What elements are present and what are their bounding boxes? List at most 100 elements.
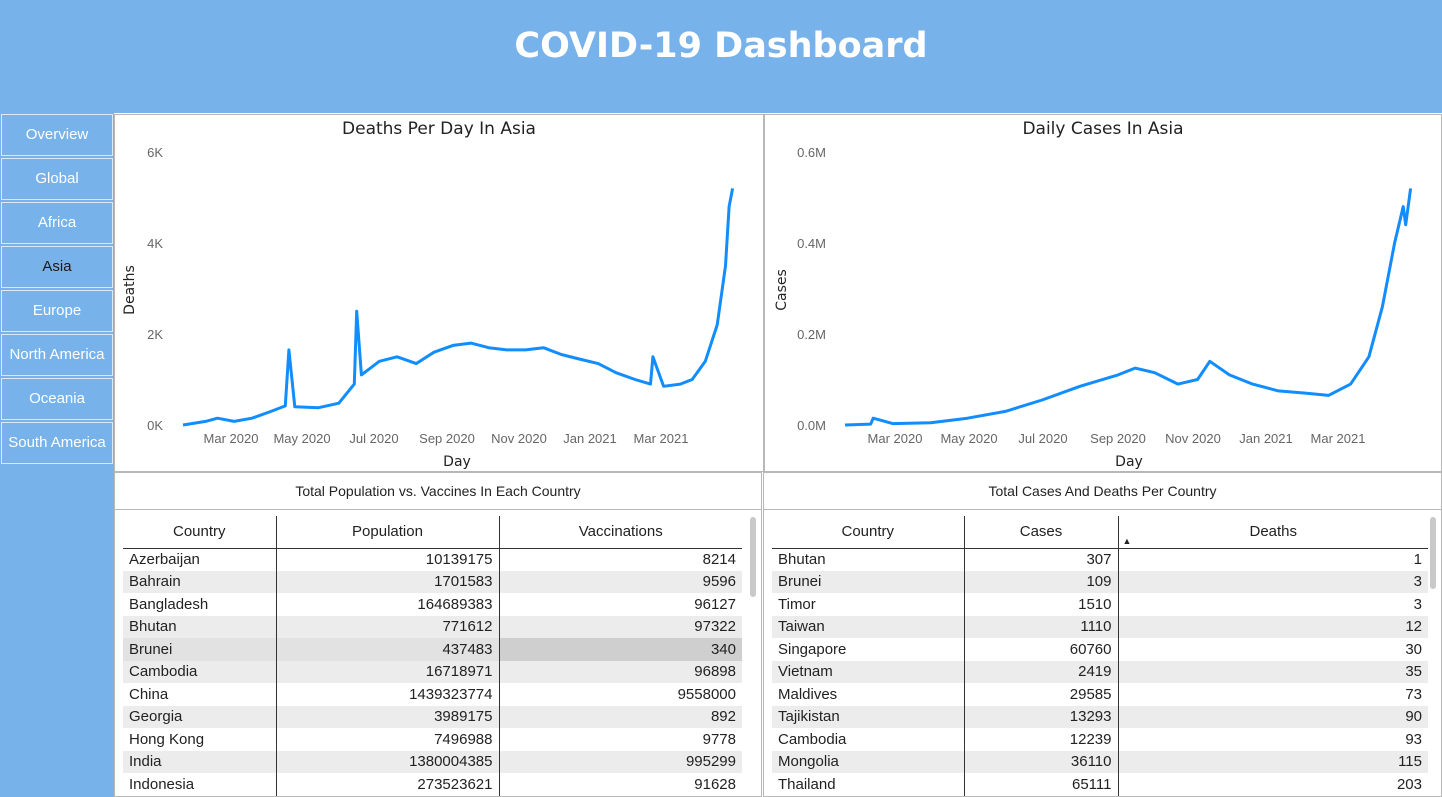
table-row[interactable]: Singapore 60760 30: [772, 638, 1428, 661]
x-tick-label: Jul 2020: [1018, 431, 1067, 446]
table-row[interactable]: Brunei 437483 340: [123, 638, 742, 661]
table-row[interactable]: Cambodia 16718971 96898: [123, 660, 742, 683]
population-cell: 164689383: [276, 593, 500, 616]
population-cell: 1439323774: [276, 683, 500, 706]
table-row[interactable]: Mongolia 36110 115: [772, 750, 1428, 773]
x-axis-title: Day: [443, 454, 471, 470]
x-tick-label: Mar 2021: [1311, 431, 1366, 446]
vaccines-table-panel: Total Population vs. Vaccines In Each Co…: [114, 472, 762, 797]
column-header-country[interactable]: Country: [123, 516, 277, 549]
y-axis-title: Deaths: [122, 265, 138, 315]
deaths-cell: 35: [1118, 660, 1428, 683]
deaths-cell: 203: [1396, 775, 1422, 793]
y-tick-label: 0.4M: [797, 236, 826, 251]
sort-ascending-icon: ▲: [1122, 535, 1132, 546]
x-axis-title: Day: [1115, 454, 1143, 470]
cases-chart[interactable]: 0.6M 0.4M 0.2M 0.0M Mar 2020 May 2020 Ju…: [765, 115, 1441, 471]
country-cell: Bangladesh: [123, 593, 277, 616]
table-row[interactable]: Bangladesh 164689383 96127: [123, 593, 742, 616]
country-cell: Georgia: [123, 705, 277, 728]
column-header-deaths[interactable]: Deaths ▲: [1118, 516, 1428, 549]
vaccines-table: Country Population Vaccinations Azerbaij…: [123, 516, 742, 796]
cases-deaths-table-panel: Total Cases And Deaths Per Country Count…: [763, 472, 1442, 797]
vaccinations-cell: 340: [499, 638, 742, 661]
country-cell: India: [123, 750, 277, 773]
column-header-deaths-label: Deaths: [1249, 523, 1298, 541]
cases-series-line: [844, 188, 1413, 427]
vaccines-table-scrollbar[interactable]: [750, 517, 756, 597]
table-row[interactable]: Bhutan 307 1: [772, 548, 1428, 571]
nav-north-america-button[interactable]: North America: [1, 334, 113, 376]
table-row[interactable]: Taiwan 1110 12: [772, 615, 1428, 638]
x-tick-label: Jul 2020: [349, 431, 398, 446]
table-row[interactable]: Indonesia 273523621 91628: [123, 773, 742, 796]
table-header-row: Country Cases Deaths ▲: [772, 516, 1428, 549]
y-tick-label: 6K: [147, 145, 163, 160]
table-header-row: Country Population Vaccinations: [123, 516, 742, 549]
nav-global-button[interactable]: Global: [1, 158, 113, 200]
country-cell: Bhutan: [772, 548, 965, 571]
table-row[interactable]: Georgia 3989175 892: [123, 705, 742, 728]
table-row[interactable]: Timor 1510 3: [772, 593, 1428, 616]
table-row[interactable]: Hong Kong 7496988 9778: [123, 728, 742, 751]
cases-cell: 12239: [964, 728, 1119, 751]
nav-overview-button[interactable]: Overview: [1, 114, 113, 156]
table-row[interactable]: Bhutan 771612 97322: [123, 615, 742, 638]
nav-south-america-button[interactable]: South America: [1, 422, 113, 464]
cases-cell: 65111: [964, 773, 1119, 796]
population-cell: 273523621: [276, 773, 500, 796]
deaths-cell: 93: [1405, 730, 1422, 748]
table-row[interactable]: Maldives 29585 73: [772, 683, 1428, 706]
x-tick-label: Jan 2021: [563, 431, 617, 446]
nav-asia-button[interactable]: Asia: [1, 246, 113, 288]
table-row[interactable]: Cambodia 12239 93: [772, 728, 1428, 751]
cases-cell: 60760: [964, 638, 1119, 661]
y-tick-label: 0.2M: [797, 327, 826, 342]
vaccinations-cell: 892: [499, 705, 742, 728]
table-row[interactable]: Vietnam 2419 35: [772, 660, 1428, 683]
deaths-chart-panel: Deaths Per Day In Asia 6K 4K 2K 0K Mar 2…: [114, 114, 764, 472]
x-tick-label: May 2020: [273, 431, 330, 446]
x-tick-label: Sep 2020: [1090, 431, 1146, 446]
column-header-vaccinations[interactable]: Vaccinations: [499, 516, 742, 549]
y-tick-label: 2K: [147, 327, 163, 342]
y-tick-label: 0K: [147, 418, 163, 433]
column-header-population[interactable]: Population: [276, 516, 500, 549]
table-row[interactable]: Tajikistan 13293 90: [772, 705, 1428, 728]
table-row[interactable]: Bahrain 1701583 9596: [123, 570, 742, 593]
deaths-cell: 3: [1118, 570, 1428, 593]
y-axis-title: Cases: [774, 269, 790, 311]
country-cell: Vietnam: [772, 660, 965, 683]
country-cell: Indonesia: [123, 773, 277, 796]
table-row[interactable]: Azerbaijan 10139175 8214: [123, 548, 742, 571]
cases-deaths-table: Country Cases Deaths ▲ Bhutan 307 1 Brunei…: [772, 516, 1428, 796]
nav-oceania-button[interactable]: Oceania: [1, 378, 113, 420]
population-cell: 437483: [276, 638, 500, 661]
cases-cell: 1510: [964, 593, 1119, 616]
x-tick-label: Sep 2020: [419, 431, 475, 446]
country-cell: Bhutan: [123, 615, 277, 638]
nav-africa-button[interactable]: Africa: [1, 202, 113, 244]
cases-deaths-table-title: Total Cases And Deaths Per Country: [764, 473, 1441, 510]
table-row[interactable]: Thailand 65111 203: [772, 773, 1428, 796]
x-tick-label: Mar 2021: [634, 431, 689, 446]
nav-europe-button[interactable]: Europe: [1, 290, 113, 332]
cases-cell: 29585: [964, 683, 1119, 706]
column-header-cases[interactable]: Cases: [964, 516, 1119, 549]
table-row[interactable]: Brunei 109 3: [772, 570, 1428, 593]
country-cell: Tajikistan: [772, 705, 965, 728]
country-cell: Bahrain: [123, 570, 277, 593]
country-cell: Maldives: [772, 683, 965, 706]
page-title: COVID-19 Dashboard: [514, 26, 928, 66]
cases-deaths-table-scrollbar[interactable]: [1430, 517, 1436, 589]
vaccinations-cell: 9778: [702, 730, 736, 748]
deaths-cell: 30: [1405, 640, 1422, 658]
cases-chart-panel: Daily Cases In Asia 0.6M 0.4M 0.2M 0.0M …: [764, 114, 1442, 472]
table-row[interactable]: China 1439323774 9558000: [123, 683, 742, 706]
column-header-country[interactable]: Country: [772, 516, 965, 549]
vaccinations-cell: 995299: [499, 750, 742, 773]
country-cell: China: [123, 683, 277, 706]
country-cell: Cambodia: [123, 660, 277, 683]
deaths-chart[interactable]: 6K 4K 2K 0K Mar 2020 May 2020 Jul 2020 S…: [115, 115, 763, 471]
table-row[interactable]: India 1380004385 995299: [123, 750, 742, 773]
